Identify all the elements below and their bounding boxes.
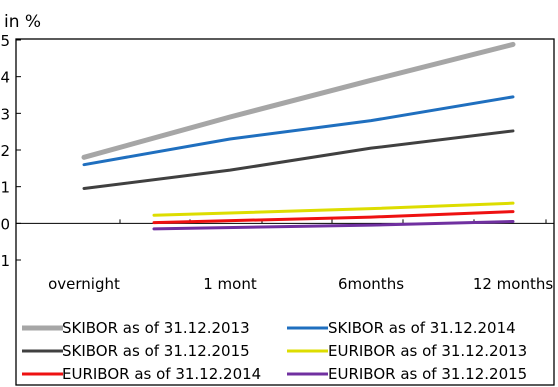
y-tick-label: 2 xyxy=(0,142,10,160)
y-tick-label: 0 xyxy=(0,215,10,233)
legend-label: EURIBOR as of 31.12.2015 xyxy=(328,365,527,383)
series-line-2 xyxy=(82,95,515,167)
chart-frame xyxy=(15,38,555,386)
series-line-4 xyxy=(152,201,515,217)
axes: -1 0 1 2 3 4 5 overnight 1 mont 6months 12 months xyxy=(0,32,554,293)
y-tick-label: 3 xyxy=(0,105,10,123)
y-axis-unit-label: in % xyxy=(4,12,41,32)
y-tick-label: 1 xyxy=(0,179,10,197)
y-tick-label: 4 xyxy=(0,69,10,87)
series-line-6 xyxy=(152,220,515,231)
series-line-3 xyxy=(82,129,515,190)
legend-label: SKIBOR as of 31.12.2015 xyxy=(62,342,250,360)
x-tick-label: 12 months xyxy=(473,275,554,293)
legend-label: SKIBOR as of 31.12.2013 xyxy=(62,319,250,337)
legend-label: SKIBOR as of 31.12.2014 xyxy=(328,319,516,337)
legend-label: EURIBOR as of 31.12.2013 xyxy=(328,342,527,360)
series-line-1 xyxy=(81,41,516,160)
x-tick-label: 1 mont xyxy=(203,275,257,293)
series-line-5 xyxy=(152,210,515,225)
series-lines xyxy=(81,41,516,231)
y-tick-label: 5 xyxy=(0,32,10,50)
legend-label: EURIBOR as of 31.12.2014 xyxy=(62,365,261,383)
x-tick-label: 6months xyxy=(338,275,404,293)
y-tick-label: -1 xyxy=(0,252,10,270)
x-tick-label: overnight xyxy=(48,275,120,293)
legend: SKIBOR as of 31.12.2013 SKIBOR as of 31.1… xyxy=(22,319,527,383)
